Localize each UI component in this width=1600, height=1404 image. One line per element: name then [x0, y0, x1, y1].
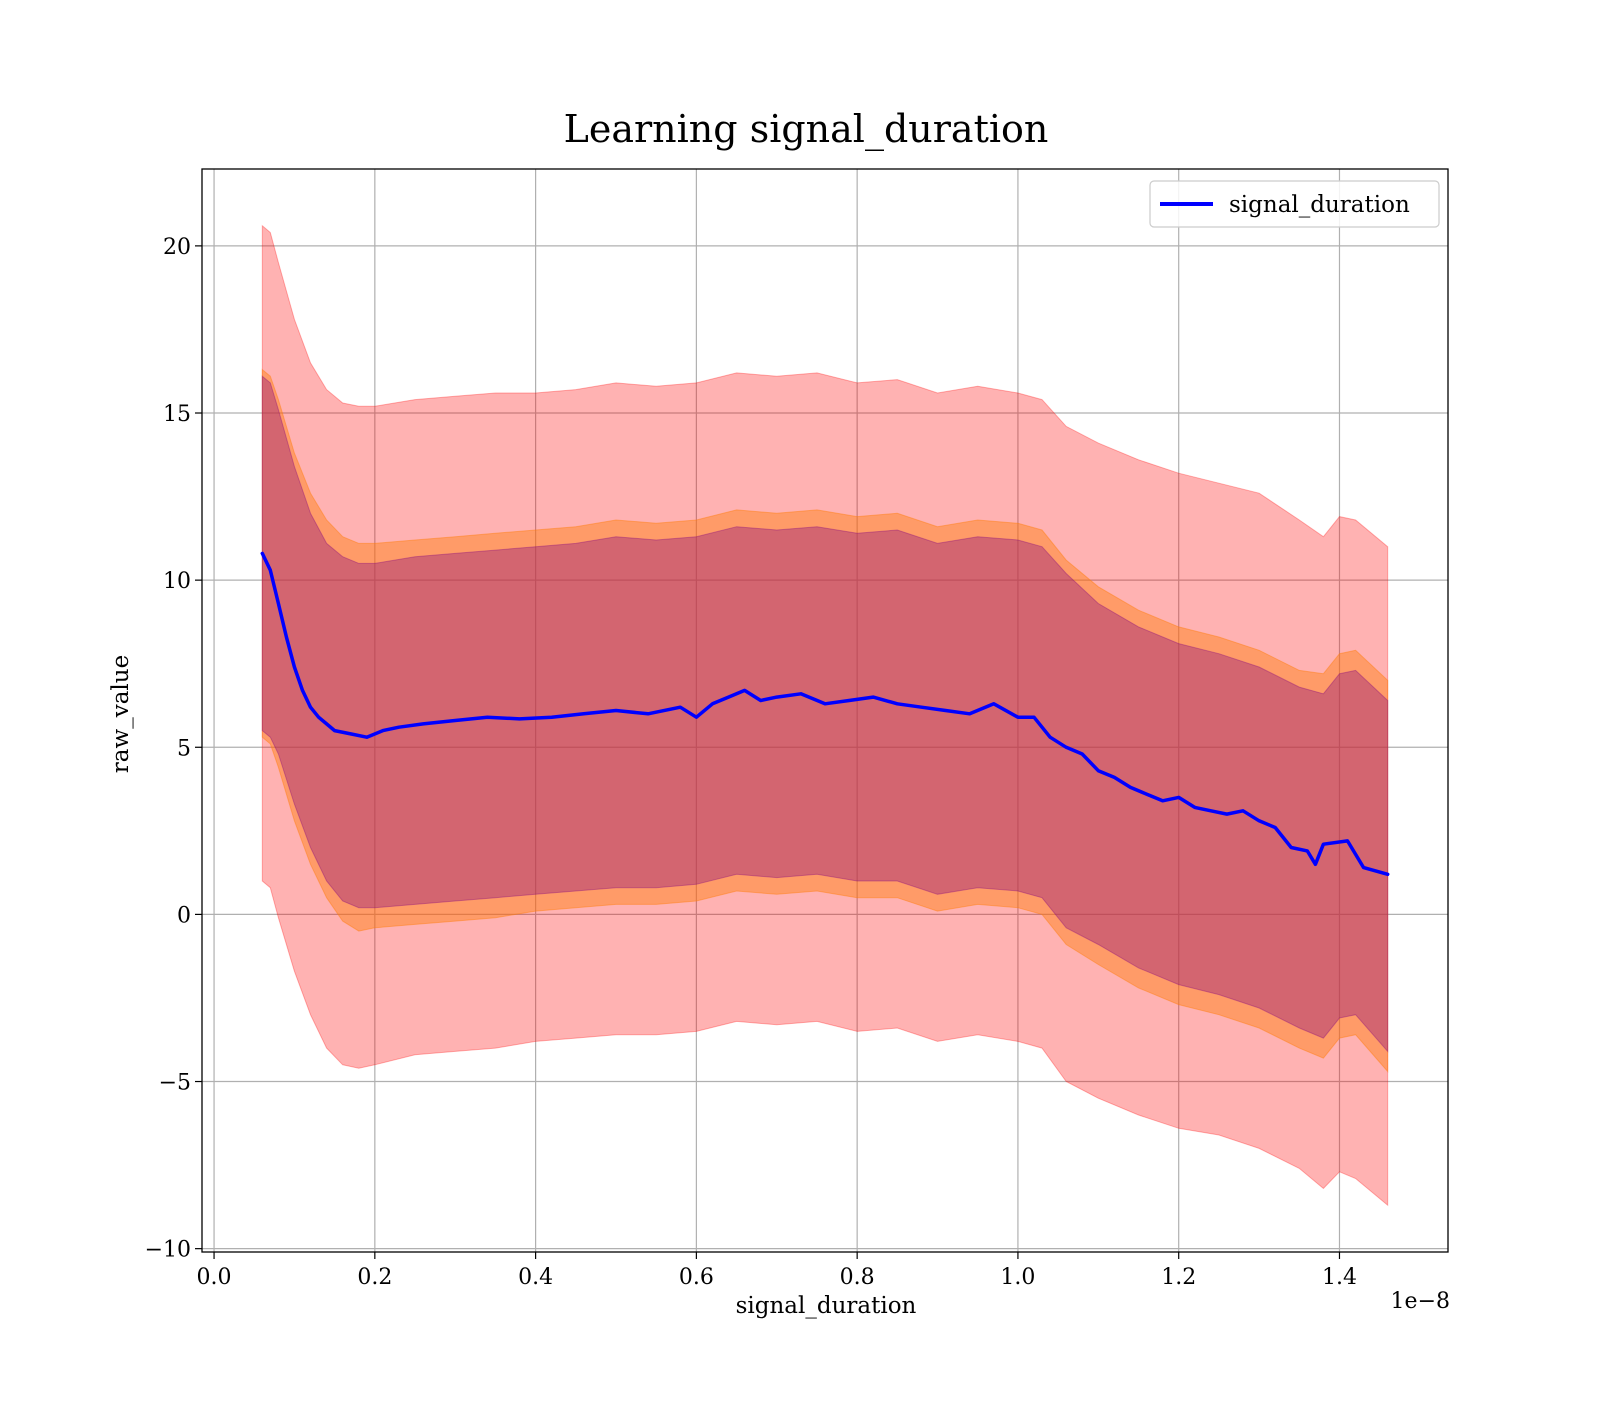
x-tick-label-4: 0.8 [840, 1265, 875, 1290]
x-tick-label-6: 1.2 [1161, 1265, 1196, 1290]
band-middle [261, 368, 1389, 1073]
x-axis-offset-label: 1e−8 [1391, 1289, 1450, 1314]
y-tick-label-3: 5 [177, 736, 191, 761]
x-tick-label-5: 1.0 [1000, 1265, 1035, 1290]
x-axis-label: signal_duration [736, 1293, 917, 1319]
x-tick-label-0: 0.0 [197, 1265, 232, 1290]
x-tick-label-3: 0.6 [679, 1265, 714, 1290]
band-inner [261, 375, 1389, 1053]
y-tick-label-4: 10 [163, 569, 191, 594]
x-tick-label-7: 1.4 [1322, 1265, 1357, 1290]
plot-area: 0.0 0.2 0.4 0.6 0.8 1.0 1.2 1.4 −10 −5 0 5 10 15 20 [145, 168, 1449, 1290]
y-tick-label-1: −5 [159, 1071, 191, 1096]
x-tick-label-2: 0.4 [518, 1265, 553, 1290]
y-axis-label: raw_value [108, 655, 134, 773]
legend: signal_duration [1149, 180, 1440, 228]
y-tick-label-6: 20 [163, 235, 191, 260]
y-tick-label-5: 15 [163, 402, 191, 427]
y-tick-label-0: −10 [145, 1238, 191, 1263]
legend-label: signal_duration [1229, 192, 1410, 218]
x-tick-label-1: 0.2 [357, 1265, 392, 1290]
plot-frame [201, 168, 1449, 1253]
chart-title: Learning signal_duration [564, 107, 1049, 152]
series-line-0 [260, 551, 1390, 877]
y-tick-label-2: 0 [177, 903, 191, 928]
band-outer [261, 224, 1389, 1207]
legend-frame [1149, 180, 1440, 228]
